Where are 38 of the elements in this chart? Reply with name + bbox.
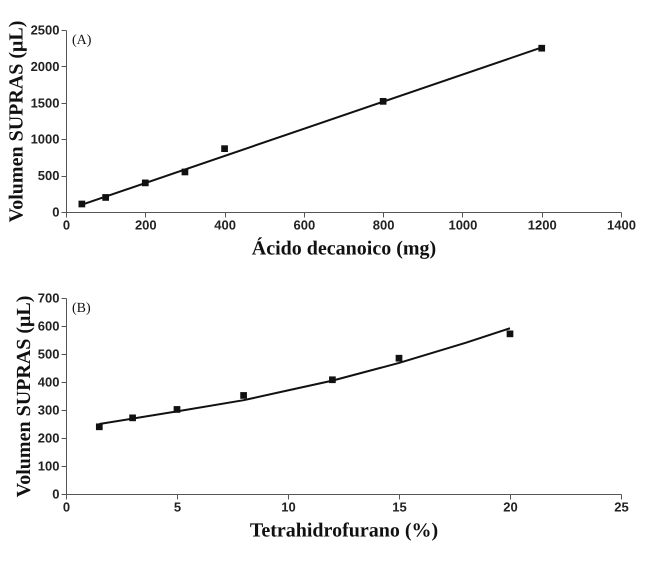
point	[506, 330, 514, 338]
x-tick-label: 15	[392, 500, 407, 514]
x-tick-label: 0	[62, 500, 70, 514]
x-tick-label: 600	[294, 218, 316, 232]
x-tick-label: 10	[281, 500, 296, 514]
x-tick-label: 1400	[607, 218, 636, 232]
y-tick-label: 1500	[30, 95, 60, 110]
x-tick-label: 25	[614, 500, 629, 514]
y-tick-label: 200	[38, 430, 60, 446]
y-tick-label: 2500	[30, 22, 60, 38]
y-tick-label: 100	[38, 458, 60, 474]
annotation: (A)	[72, 33, 92, 48]
annotation: (B)	[72, 301, 91, 316]
y-tick-label: 2000	[30, 58, 60, 74]
x-axis-title: Ácido decanoico (mg)	[252, 236, 436, 260]
point	[240, 392, 247, 399]
y-tick-label: 500	[38, 168, 60, 184]
y-tick-label: 1000	[30, 132, 60, 147]
y-tick-label: 300	[38, 402, 60, 418]
y-axis-title: Volumen SUPRAS (μL)	[12, 296, 35, 498]
x-tick-label: 0	[62, 218, 70, 232]
x-tick-label: 20	[503, 500, 518, 514]
x-tick-label: 5	[174, 500, 182, 514]
y-tick-label: 500	[38, 346, 60, 362]
x-axis-title: Tetrahidrofurano (%)	[250, 520, 438, 542]
x-tick-label: 400	[214, 218, 236, 232]
point	[396, 354, 402, 362]
x-tick-label: 1200	[528, 218, 557, 232]
x-tick-label: 200	[134, 218, 157, 232]
y-tick-label: 0	[52, 204, 60, 220]
y-tick-label: 700	[38, 290, 60, 306]
point	[221, 145, 228, 152]
y-tick-label: 0	[52, 486, 60, 502]
y-tick-label: 400	[38, 374, 60, 390]
y-tick-label: 600	[38, 318, 60, 334]
y-axis-title: Volumen SUPRAS (μL)	[6, 20, 28, 222]
x-tick-label: 800	[372, 218, 394, 232]
x-tick-label: 1000	[448, 218, 478, 232]
